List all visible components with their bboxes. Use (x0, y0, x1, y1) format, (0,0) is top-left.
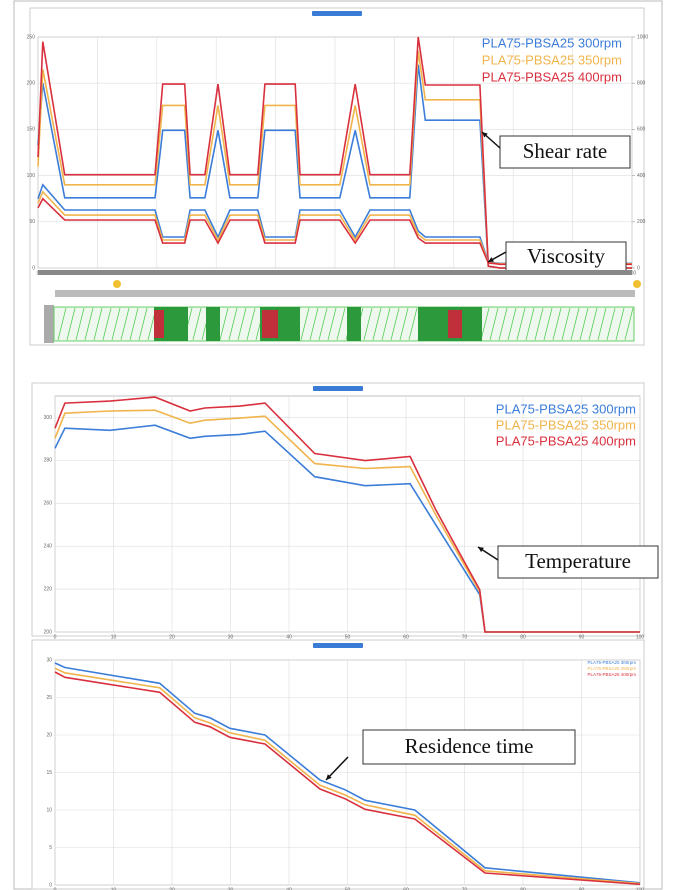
reverse-block (448, 310, 462, 338)
annotation: Viscosity (527, 244, 606, 268)
kneading-block (206, 307, 220, 341)
scroll-bar (38, 270, 632, 275)
y-tick-label: 5 (49, 845, 52, 851)
y-tick-label: 220 (44, 586, 53, 592)
annotation: Temperature (525, 549, 631, 573)
x-tick-label: 100 (636, 634, 645, 640)
x-tick-label: 10 (111, 634, 117, 640)
legend-entry: PLA75-PBSA25 350rpm (496, 417, 636, 432)
x-tick-label: 50 (345, 634, 351, 640)
reverse-block (154, 310, 164, 338)
screw-end (44, 305, 54, 343)
y-tick-label: 100 (27, 173, 36, 179)
y-tick-label: 15 (46, 770, 52, 776)
y-tick-label: 10 (46, 807, 52, 813)
legend-entry: PLA75-PBSA25 400rpm (587, 672, 636, 677)
results-button (313, 386, 363, 391)
y-tick-label: 240 (44, 544, 53, 550)
legend-entry: PLA75-PBSA25 300rpm (587, 660, 636, 665)
x-tick-label: 70 (462, 634, 468, 640)
x-tick-label: 40 (286, 634, 292, 640)
y2-tick-label: 400 (637, 173, 646, 179)
x-tick-label: 0 (54, 634, 57, 640)
results-button (313, 643, 363, 648)
x-tick-label: 60 (403, 634, 409, 640)
y-tick-label: 20 (46, 732, 52, 738)
y-tick-label: 300 (44, 415, 53, 421)
annotation: Residence time (405, 734, 534, 758)
handle (633, 280, 641, 288)
kneading-block (347, 307, 361, 341)
page: 0102030405060708090100050100150200250020… (0, 0, 676, 890)
y2-tick-label: 800 (637, 81, 646, 87)
annotation: Shear rate (523, 139, 608, 163)
y-tick-label: 150 (27, 127, 36, 133)
x-tick-label: 90 (579, 634, 585, 640)
results-button (312, 11, 362, 16)
legend-entry: PLA75-PBSA25 400rpm (496, 433, 636, 448)
y2-tick-label: 200 (637, 219, 646, 225)
y-tick-label: 30 (46, 657, 52, 663)
legend-entry: PLA75-PBSA25 400rpm (482, 69, 622, 84)
y-tick-label: 25 (46, 695, 52, 701)
y-tick-label: 280 (44, 458, 53, 464)
x-tick-label: 30 (228, 634, 234, 640)
legend-entry: PLA75-PBSA25 300rpm (482, 35, 622, 50)
legend-entry: PLA75-PBSA25 300rpm (496, 401, 636, 416)
barrel-bar (55, 290, 635, 297)
legend-entry: PLA75-PBSA25 350rpm (482, 52, 622, 67)
y2-tick-label: 0 (637, 265, 640, 271)
legend-entry: PLA75-PBSA25 350rpm (587, 666, 636, 671)
y2-tick-label: 1000 (637, 34, 648, 40)
y-tick-label: 50 (29, 219, 35, 225)
x-tick-label: 20 (169, 634, 175, 640)
y-tick-label: 250 (27, 34, 36, 40)
y-tick-label: 260 (44, 501, 53, 507)
y-tick-label: 200 (44, 629, 53, 635)
x-tick-label: 80 (520, 634, 526, 640)
reverse-block (262, 310, 278, 338)
y-tick-label: 200 (27, 81, 36, 87)
y-tick-label: 0 (32, 265, 35, 271)
y2-tick-label: 600 (637, 127, 646, 133)
y-tick-label: 0 (49, 882, 52, 888)
handle (113, 280, 121, 288)
